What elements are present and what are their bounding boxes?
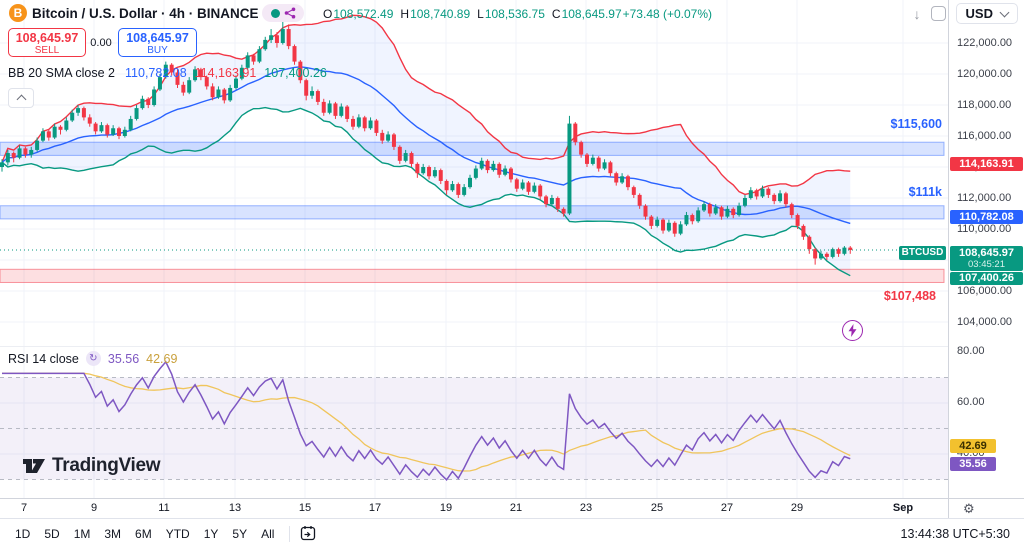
chevron-up-icon xyxy=(16,94,26,105)
price-tick-label: 120,000.00 xyxy=(957,68,1013,80)
time-tick-label: 19 xyxy=(439,502,453,514)
price-tick-label: 116,000.00 xyxy=(957,130,1012,142)
resistance-label-115600[interactable]: $115,600 xyxy=(890,117,942,131)
time-tick-label: 13 xyxy=(228,502,242,514)
market-open-dot-icon xyxy=(270,8,280,18)
calendar-icon xyxy=(301,525,316,540)
rsi-indicator-legend[interactable]: RSI 14 close ↻ 35.56 42.69 xyxy=(8,351,177,366)
price-tick-label: 104,000.00 xyxy=(957,316,1013,328)
bb-upper-value: 114,163.91 xyxy=(194,66,257,80)
bb-basis-value: 110,782.08 xyxy=(125,66,187,80)
rsi-value: 35.56 xyxy=(107,351,140,366)
time-tick-label: 23 xyxy=(579,502,593,514)
range-button-6m[interactable]: 6M xyxy=(128,523,159,545)
rsi-badge: 35.56 xyxy=(950,457,996,471)
rsi-ma-badge: 42.69 xyxy=(950,439,996,453)
ohlc-readout: O108,572.49 H108,740.89 L108,536.75 C108,64… xyxy=(323,7,713,21)
time-tick-label: 29 xyxy=(790,502,804,514)
symbol-price-pill: BTCUSD xyxy=(899,246,946,260)
refresh-icon[interactable]: ↻ xyxy=(85,351,101,366)
share-icon[interactable] xyxy=(284,7,296,19)
tradingview-logo-icon xyxy=(23,459,45,473)
time-axis-settings[interactable]: ⚙ xyxy=(948,498,1024,518)
symbol-title[interactable]: Bitcoin / U.S. Dollar · 4h · BINANCE xyxy=(32,6,259,21)
rsi-chart-canvas[interactable] xyxy=(0,346,948,498)
gear-icon[interactable]: ⚙ xyxy=(963,500,975,516)
clock-readout[interactable]: 13:44:38 UTC+5:30 xyxy=(900,527,1010,541)
currency-selector[interactable]: USD xyxy=(955,3,1018,24)
range-button-ytd[interactable]: YTD xyxy=(159,523,197,545)
bb-name: BB 20 SMA close 2 xyxy=(8,66,116,80)
range-button-all[interactable]: All xyxy=(254,523,281,545)
bb-lower-badge: 107,400.26 xyxy=(950,272,1023,285)
toolbar-divider xyxy=(289,526,291,542)
price-tick-label: 118,000.00 xyxy=(957,99,1012,111)
range-button-1d[interactable]: 1D xyxy=(8,523,37,545)
market-status-share-pill[interactable] xyxy=(262,4,304,22)
range-button-5d[interactable]: 5D xyxy=(37,523,66,545)
rsi-name: RSI 14 close xyxy=(8,351,79,366)
time-tick-label: 27 xyxy=(720,502,734,514)
rsi-tick-label: 60.00 xyxy=(957,396,985,408)
bar-countdown: 03:45:21 xyxy=(968,259,1005,270)
time-axis[interactable]: 7 9 11 13 15 17 19 21 23 25 27 29 Sep xyxy=(0,498,948,518)
bb-lower-value: 107,400.26 xyxy=(264,66,327,80)
bitcoin-logo-icon: B xyxy=(9,4,27,22)
price-tick-label: 110,000.00 xyxy=(957,223,1012,235)
time-tick-label: 11 xyxy=(158,502,170,514)
time-tick-label: 9 xyxy=(90,502,98,514)
rsi-tick-label: 80.00 xyxy=(957,345,985,357)
price-tick-label: 106,000.00 xyxy=(957,285,1013,297)
buy-button[interactable]: 108,645.97 BUY xyxy=(118,28,197,57)
time-tick-label: 17 xyxy=(368,502,382,514)
low-value: 108,536.75 xyxy=(484,7,545,21)
last-price-value: 108,645.97 xyxy=(958,247,1015,259)
close-value: 108,645.97 xyxy=(561,7,622,21)
last-price-badge: 108,645.97 03:45:21 xyxy=(950,246,1023,271)
watermark-text: TradingView xyxy=(52,455,161,476)
sell-price: 108,645.97 xyxy=(15,31,79,45)
open-value: 108,572.49 xyxy=(333,7,394,21)
sell-button[interactable]: 108,645.97 SELL xyxy=(8,28,86,57)
screenshot-icon[interactable] xyxy=(930,6,946,21)
bb-indicator-legend[interactable]: BB 20 SMA close 2 110,782.08 114,163.91 107… xyxy=(8,66,327,80)
download-icon[interactable]: ↓ xyxy=(913,5,921,22)
bb-basis-badge: 110,782.08 xyxy=(950,210,1023,224)
time-tick-label: 15 xyxy=(298,502,312,514)
collapse-panel-button[interactable] xyxy=(8,88,34,108)
instant-trade-button[interactable] xyxy=(842,320,863,341)
chevron-down-icon xyxy=(999,7,1010,17)
change-value: +73.48 (+0.07%) xyxy=(622,7,713,21)
buy-price: 108,645.97 xyxy=(126,31,189,45)
lightning-icon xyxy=(848,324,857,337)
support-label-107488[interactable]: $107,488 xyxy=(883,289,936,303)
price-tick-label: 122,000.00 xyxy=(957,37,1013,49)
range-button-5y[interactable]: 5Y xyxy=(225,523,254,545)
time-tick-label: 25 xyxy=(650,502,664,514)
range-button-1m[interactable]: 1M xyxy=(67,523,98,545)
go-to-date-button[interactable] xyxy=(298,523,319,546)
bottom-toolbar: 1D 5D 1M 3M 6M YTD 1Y 5Y All 13:44:38 UT… xyxy=(0,518,1024,549)
chart-header: B Bitcoin / U.S. Dollar · 4h · BINANCE O… xyxy=(0,0,1024,26)
range-button-3m[interactable]: 3M xyxy=(97,523,128,545)
time-tick-label: 7 xyxy=(20,502,28,514)
resistance-label-111k[interactable]: $111k xyxy=(908,185,942,199)
high-value: 108,740.89 xyxy=(410,7,471,21)
currency-label: USD xyxy=(965,6,993,21)
spread-value: 0.00 xyxy=(90,37,112,49)
tradingview-watermark[interactable]: TradingView xyxy=(22,455,161,477)
price-axis[interactable]: 114,163.91 110,782.08 108,645.97 03:45:2… xyxy=(948,0,1024,518)
price-tick-label: 112,000.00 xyxy=(957,192,1012,204)
time-tick-label: Sep xyxy=(892,502,914,514)
range-button-1y[interactable]: 1Y xyxy=(197,523,226,545)
bb-upper-badge: 114,163.91 xyxy=(950,157,1023,171)
price-chart-canvas[interactable] xyxy=(0,0,948,346)
time-tick-label: 21 xyxy=(509,502,523,514)
rsi-ma-value: 42.69 xyxy=(146,351,178,366)
